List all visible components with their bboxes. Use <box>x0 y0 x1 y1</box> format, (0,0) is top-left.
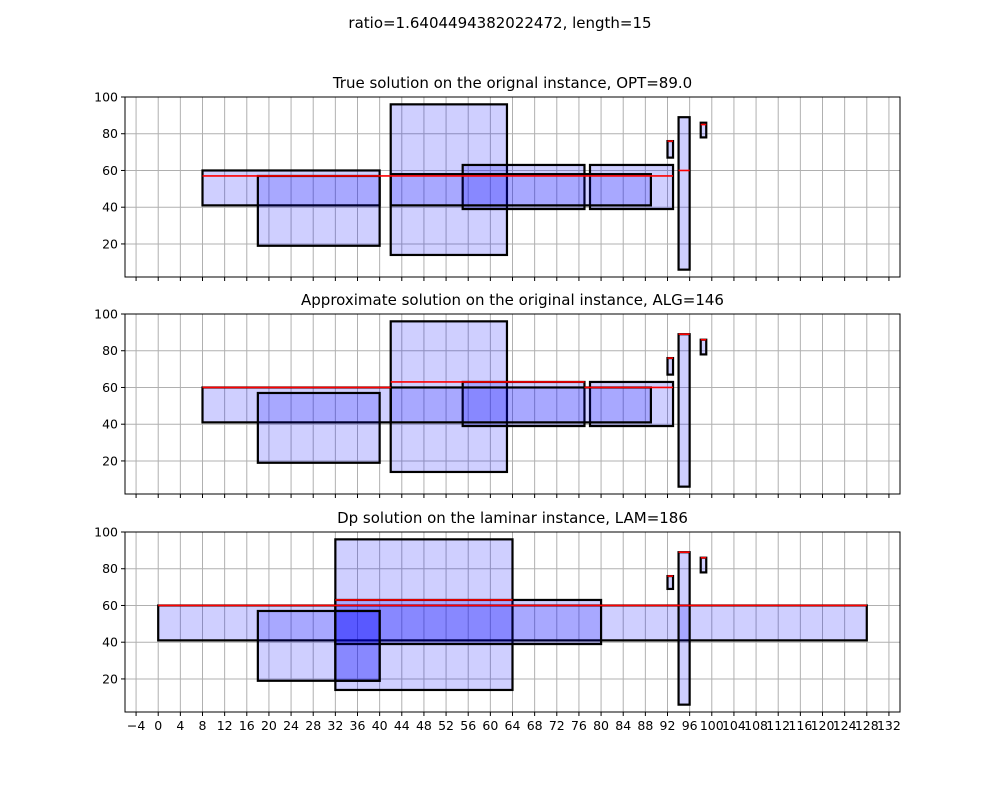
solution-box <box>389 103 509 257</box>
solution-box <box>588 163 675 211</box>
figure-suptitle: ratio=1.6404494382022472, length=15 <box>348 14 651 32</box>
solution-box <box>461 163 586 211</box>
x-tick-label: 128 <box>855 718 879 733</box>
x-tick-label: 12 <box>217 718 233 733</box>
solution-box <box>461 380 586 428</box>
solution-box <box>677 333 691 488</box>
chart-panel-2: Approximate solution on the original ins… <box>94 291 901 498</box>
solution-box <box>699 338 708 356</box>
x-tick-label: 68 <box>527 718 543 733</box>
x-tick-label: 72 <box>549 718 565 733</box>
solution-box <box>699 556 708 574</box>
solution-box <box>666 574 675 591</box>
y-tick-label: 20 <box>102 236 118 251</box>
x-tick-label: 20 <box>261 718 277 733</box>
y-tick-label: 100 <box>94 90 118 105</box>
chart-panel-1: True solution on the orignal instance, O… <box>94 74 901 281</box>
x-tick-label: 132 <box>877 718 901 733</box>
x-tick-label: 64 <box>505 718 521 733</box>
y-tick-label: 60 <box>102 598 118 613</box>
x-tick-label: 60 <box>482 718 498 733</box>
x-tick-label: 88 <box>637 718 653 733</box>
y-tick-label: 20 <box>102 453 118 468</box>
solution-box <box>389 173 652 207</box>
y-tick-label: 100 <box>94 307 118 322</box>
solution-box <box>256 609 381 682</box>
y-tick-label: 80 <box>102 343 118 358</box>
solution-box <box>677 116 691 271</box>
panel-title: Dp solution on the laminar instance, LAM… <box>337 509 688 527</box>
x-tick-label: 80 <box>593 718 609 733</box>
solution-box <box>666 139 675 159</box>
y-tick-label: 40 <box>102 635 118 650</box>
x-tick-label: 16 <box>239 718 255 733</box>
x-tick-label: 116 <box>788 718 812 733</box>
x-tick-label: 96 <box>682 718 698 733</box>
x-tick-label: 40 <box>372 718 388 733</box>
y-tick-label: 40 <box>102 200 118 215</box>
x-tick-label: 112 <box>766 718 790 733</box>
y-tick-label: 60 <box>102 163 118 178</box>
solution-box <box>666 356 675 376</box>
x-tick-label: 36 <box>350 718 366 733</box>
y-tick-label: 80 <box>102 126 118 141</box>
panel-title: True solution on the orignal instance, O… <box>332 74 692 92</box>
y-tick-label: 20 <box>102 671 118 686</box>
solution-box <box>389 320 509 474</box>
x-tick-label: 24 <box>283 718 299 733</box>
x-tick-label: 76 <box>571 718 587 733</box>
solution-box <box>256 391 381 464</box>
y-tick-label: 60 <box>102 380 118 395</box>
x-tick-label: 28 <box>305 718 321 733</box>
y-tick-label: 40 <box>102 417 118 432</box>
x-tick-label: 32 <box>327 718 343 733</box>
x-tick-label: 108 <box>744 718 768 733</box>
x-tick-label: −4 <box>127 718 145 733</box>
panel-title: Approximate solution on the original ins… <box>301 291 724 309</box>
solution-box <box>256 174 381 247</box>
x-tick-label: 4 <box>176 718 184 733</box>
solution-box <box>334 609 381 682</box>
x-tick-label: 120 <box>811 718 835 733</box>
y-tick-label: 80 <box>102 561 118 576</box>
y-tick-label: 100 <box>94 525 118 540</box>
solution-box <box>588 380 675 428</box>
x-tick-label: 0 <box>154 718 162 733</box>
x-tick-label: 52 <box>438 718 454 733</box>
solution-box <box>389 386 652 424</box>
x-tick-label: 84 <box>615 718 631 733</box>
x-tick-label: 124 <box>833 718 857 733</box>
x-tick-label: 56 <box>460 718 476 733</box>
x-tick-label: 44 <box>394 718 410 733</box>
x-tick-label: 92 <box>660 718 676 733</box>
solution-box <box>677 551 691 706</box>
x-tick-label: 8 <box>199 718 207 733</box>
x-tick-label: 104 <box>722 718 746 733</box>
x-tick-label: 100 <box>700 718 724 733</box>
x-tick-label: 48 <box>416 718 432 733</box>
chart-panel-3: Dp solution on the laminar instance, LAM… <box>94 509 901 733</box>
panels-container: True solution on the orignal instance, O… <box>94 74 901 733</box>
solution-box <box>699 121 708 139</box>
